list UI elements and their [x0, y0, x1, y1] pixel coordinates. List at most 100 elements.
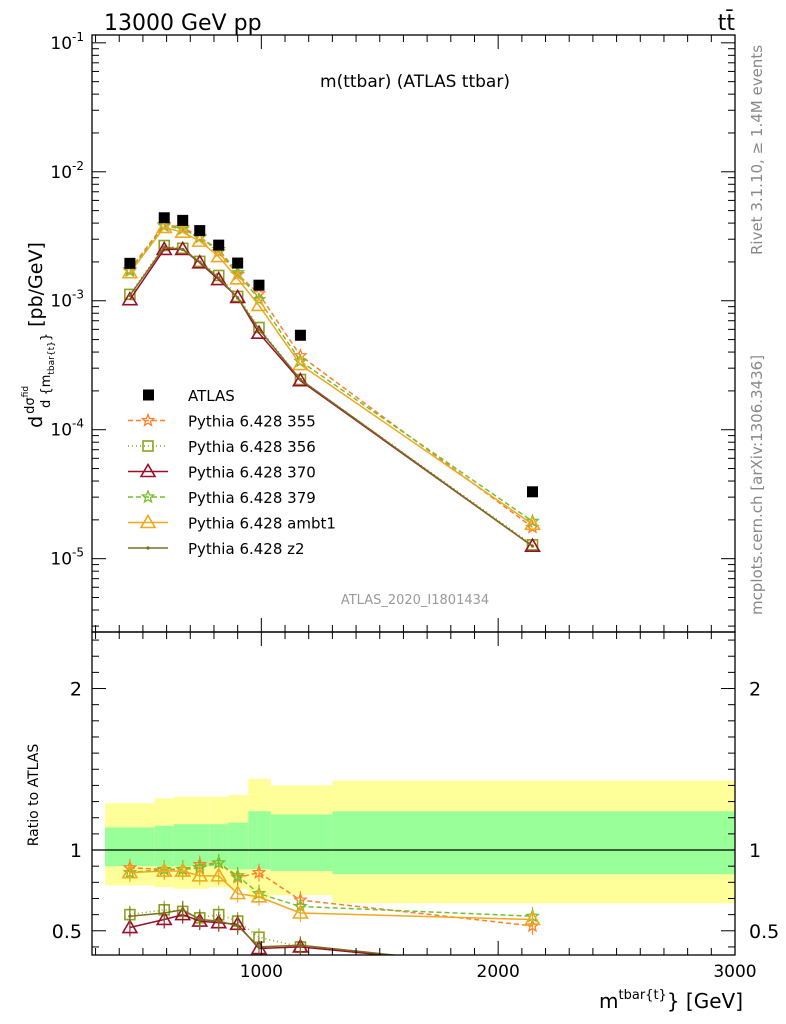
series-point-pythia-6-428-z2 — [217, 276, 221, 280]
ratio-point-pythia-6-428-ambt1 — [524, 910, 541, 926]
ratio-point-pythia-6-428-z2 — [198, 917, 202, 922]
x-tick-label: 2000 — [477, 962, 520, 982]
ratio-point-pythia-6-428-ambt1 — [250, 888, 268, 903]
series-point-pythia-6-428-370 — [524, 537, 541, 552]
series-point-pythia-6-428-ambt1 — [292, 355, 309, 371]
ratio-point-pythia-6-428-ambt1 — [174, 862, 192, 877]
series-point-pythia-6-428-355 — [251, 286, 267, 301]
ratio-point-pythia-6-428-ambt1 — [210, 867, 228, 882]
ratio-y-label: Ratio to ATLAS — [26, 744, 42, 847]
data-point-atlas — [124, 257, 136, 269]
ratio-band-inner — [248, 811, 271, 870]
series-point-pythia-6-428-379 — [230, 264, 246, 280]
series-point-pythia-6-428-z2 — [181, 247, 185, 252]
legend-label-pythia-6-428-370: Pythia 6.428 370 — [188, 464, 316, 482]
ratio-y-axis: 0.5 0.5 1 1 2 2 — [52, 639, 779, 948]
legend-label-pythia-6-428-356: Pythia 6.428 356 — [188, 438, 316, 456]
ratio-point-pythia-6-428-ambt1 — [191, 867, 209, 882]
ratio-y-tick-label-right: 2 — [749, 679, 761, 701]
series-point-pythia-6-428-379 — [251, 291, 267, 306]
legend-label-pythia-6-428-379: Pythia 6.428 379 — [188, 489, 316, 507]
ratio-point-pythia-6-428-370 — [174, 906, 192, 921]
ratio-point-pythia-6-428-z2 — [531, 968, 534, 971]
ratio-point-pythia-6-428-370 — [155, 910, 173, 926]
main-series — [121, 212, 541, 552]
ratio-line-pythia-6-428-356 — [129, 909, 392, 955]
legend-label-atlas: ATLAS — [188, 387, 235, 405]
series-point-pythia-6-428-ambt1 — [210, 248, 228, 263]
legend: ATLAS Pythia 6.428 355 Pythia 6.428 356 Pyt… — [128, 387, 336, 558]
main-plot: 10-5 10-4 10-3 10-2 10-1 ATLAS Pythia 6.428 35… — [50, 30, 736, 633]
analysis-label: ATLAS_2020_I1801434 — [341, 593, 489, 608]
ratio-frame — [91, 631, 736, 956]
series-line-pythia-6-428-ambt1 — [129, 226, 533, 525]
series-point-pythia-6-428-ambt1 — [191, 232, 209, 247]
ratio-point-pythia-6-428-z2 — [128, 914, 132, 918]
ratio-plot: 1000 2000 3000 0.5 0.5 1 1 2 2 — [52, 35, 779, 982]
ratio-point-pythia-6-428-z2 — [181, 908, 185, 912]
legend-label-pythia-6-428-z2: Pythia 6.428 z2 — [188, 540, 305, 558]
x-axis-label: mtbar{t}} [GeV] — [599, 988, 743, 1013]
data-point-atlas — [194, 225, 206, 237]
mcplots-credit: mcplots.cern.ch [arXiv:1306.3436] — [748, 355, 766, 615]
data-point-atlas — [177, 214, 189, 226]
series-point-pythia-6-428-ambt1 — [155, 218, 173, 234]
data-point-atlas — [232, 257, 244, 269]
series-point-pythia-6-428-z2 — [298, 377, 303, 382]
series-point-pythia-6-428-379 — [122, 263, 138, 278]
y-tick-label: 10-2 — [50, 159, 84, 183]
ratio-point-pythia-6-428-379 — [211, 855, 227, 870]
series-point-pythia-6-428-ambt1 — [121, 264, 139, 279]
ratio-y-tick-label-right: 1 — [749, 840, 761, 862]
y-axis: 10-5 10-4 10-3 10-2 10-1 — [50, 30, 735, 627]
ratio-line-pythia-6-428-370 — [129, 913, 392, 955]
data-point-atlas — [253, 279, 265, 291]
chart-title: m(ttbar) (ATLAS ttbar) — [320, 72, 510, 92]
ratio-point-pythia-6-428-379 — [230, 868, 246, 883]
ratio-y-tick-label: 1 — [70, 840, 82, 862]
series-point-pythia-6-428-370 — [191, 254, 209, 269]
series-point-pythia-6-428-370 — [250, 324, 268, 340]
data-point-atlas — [527, 486, 539, 498]
ratio-y-tick-label-right: 0.5 — [749, 921, 779, 943]
y-tick-label: 10-5 — [50, 546, 84, 570]
rivet-credit: Rivet 3.1.10, ≥ 1.4M events — [748, 45, 766, 255]
y-tick-label: 10-3 — [50, 288, 84, 312]
legend-marker-pythia-6-428-z2 — [146, 546, 150, 550]
x-axis: 1000 2000 3000 — [95, 35, 757, 982]
series-point-pythia-6-428-z2 — [198, 260, 202, 264]
series-point-pythia-6-428-z2 — [236, 296, 240, 300]
ratio-point-pythia-6-428-356 — [528, 965, 538, 975]
ratio-band-inner — [154, 825, 174, 867]
header-right: tt̄ — [718, 10, 736, 36]
series-point-pythia-6-428-370 — [229, 288, 247, 304]
ratio-point-pythia-6-428-z2 — [217, 919, 221, 923]
series-point-pythia-6-428-z2 — [162, 245, 166, 249]
data-point-atlas — [213, 239, 225, 251]
series-point-pythia-6-428-370 — [210, 270, 228, 286]
ratio-point-pythia-6-428-355 — [251, 864, 267, 879]
legend-label-pythia-6-428-355: Pythia 6.428 355 — [188, 413, 316, 431]
series-point-pythia-6-428-ambt1 — [524, 515, 541, 531]
ratio-band-inner — [191, 824, 210, 867]
ratio-y-tick-label: 0.5 — [52, 921, 82, 943]
series-point-pythia-6-428-370 — [121, 291, 139, 306]
x-tick-label: 1000 — [240, 962, 283, 982]
series-point-pythia-6-428-370 — [155, 240, 173, 256]
ratio-line-pythia-6-428-z2 — [129, 909, 401, 955]
series-line-pythia-6-428-355 — [129, 223, 533, 528]
y-axis-label: ddσfid d {mtbar{t}}[pb/GeV] — [21, 242, 57, 428]
series-point-pythia-6-428-z2 — [530, 544, 535, 548]
legend-marker-pythia-6-428-370 — [139, 462, 157, 478]
ratio-point-pythia-6-428-z2 — [236, 924, 240, 928]
ratio-point-pythia-6-428-z2 — [257, 945, 261, 949]
ratio-point-pythia-6-428-370 — [121, 918, 139, 934]
ratio-band-inner — [173, 824, 192, 867]
header-left: 13000 GeV pp — [104, 11, 262, 36]
ratio-point-pythia-6-428-ambt1 — [121, 864, 139, 879]
legend-label-pythia-6-428-ambt1: Pythia 6.428 ambt1 — [188, 515, 336, 533]
y-tick-label: 10-1 — [50, 30, 84, 54]
ratio-series — [121, 853, 541, 975]
series-point-pythia-6-428-370 — [292, 372, 309, 387]
